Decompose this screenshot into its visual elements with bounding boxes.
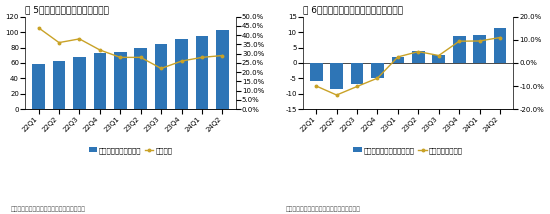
Bar bbox=[351, 63, 364, 84]
Bar bbox=[134, 48, 147, 109]
Bar bbox=[114, 52, 126, 109]
Bar bbox=[53, 61, 65, 109]
谷歌云运营利润率 bbox=[497, 36, 503, 39]
谷歌云运营利润率 bbox=[415, 50, 422, 53]
同比增速 bbox=[35, 27, 42, 29]
同比增速 bbox=[76, 38, 82, 40]
Bar bbox=[474, 35, 486, 63]
谷歌云运营利润率 bbox=[333, 94, 340, 96]
Bar bbox=[392, 57, 404, 63]
谷歌云运营利润率 bbox=[436, 54, 442, 57]
谷歌云运营利润率 bbox=[456, 40, 463, 43]
Bar bbox=[196, 36, 208, 109]
谷歌云运营利润率 bbox=[476, 40, 483, 42]
谷歌云运营利润率 bbox=[313, 85, 320, 87]
Text: 图 5：谷歌云业务营收及同比增速: 图 5：谷歌云业务营收及同比增速 bbox=[25, 6, 109, 15]
Bar bbox=[331, 63, 343, 89]
同比增速 bbox=[158, 67, 164, 70]
同比增速 bbox=[97, 49, 103, 51]
Text: 数据来源：谷歌财报，广发证券发展研究中心: 数据来源：谷歌财报，广发证券发展研究中心 bbox=[286, 206, 361, 212]
Line: 谷歌云运营利润率: 谷歌云运营利润率 bbox=[315, 36, 501, 96]
谷歌云运营利润率 bbox=[374, 77, 381, 79]
同比增速 bbox=[219, 54, 225, 57]
同比增速 bbox=[199, 56, 205, 59]
Legend: 谷歌云营收（亿美元）, 同比增速: 谷歌云营收（亿美元）, 同比增速 bbox=[89, 147, 172, 154]
Bar bbox=[175, 39, 188, 109]
Bar bbox=[310, 63, 322, 81]
同比增速 bbox=[117, 56, 124, 59]
Bar bbox=[94, 53, 106, 109]
Bar bbox=[412, 51, 425, 63]
Line: 同比增速: 同比增速 bbox=[37, 27, 224, 70]
Text: 图 6：谷歌云业务运营利润及运营利润率: 图 6：谷歌云业务运营利润及运营利润率 bbox=[303, 6, 403, 15]
Bar bbox=[371, 63, 384, 78]
Bar bbox=[432, 55, 445, 63]
Text: 数据来源：谷歌财报，广发证券发展研究中心: 数据来源：谷歌财报，广发证券发展研究中心 bbox=[11, 206, 86, 212]
同比增速 bbox=[178, 60, 185, 62]
Bar bbox=[216, 30, 229, 109]
同比增速 bbox=[56, 41, 62, 44]
谷歌云运营利润率 bbox=[354, 85, 360, 88]
Bar bbox=[453, 36, 465, 63]
Bar bbox=[494, 28, 507, 63]
Bar bbox=[73, 57, 86, 109]
Legend: 谷歌云运营利润（亿美元）, 谷歌云运营利润率: 谷歌云运营利润（亿美元）, 谷歌云运营利润率 bbox=[354, 147, 463, 154]
Bar bbox=[155, 45, 168, 109]
谷歌云运营利润率 bbox=[394, 56, 401, 58]
Bar bbox=[32, 64, 45, 109]
同比增速 bbox=[138, 56, 144, 59]
